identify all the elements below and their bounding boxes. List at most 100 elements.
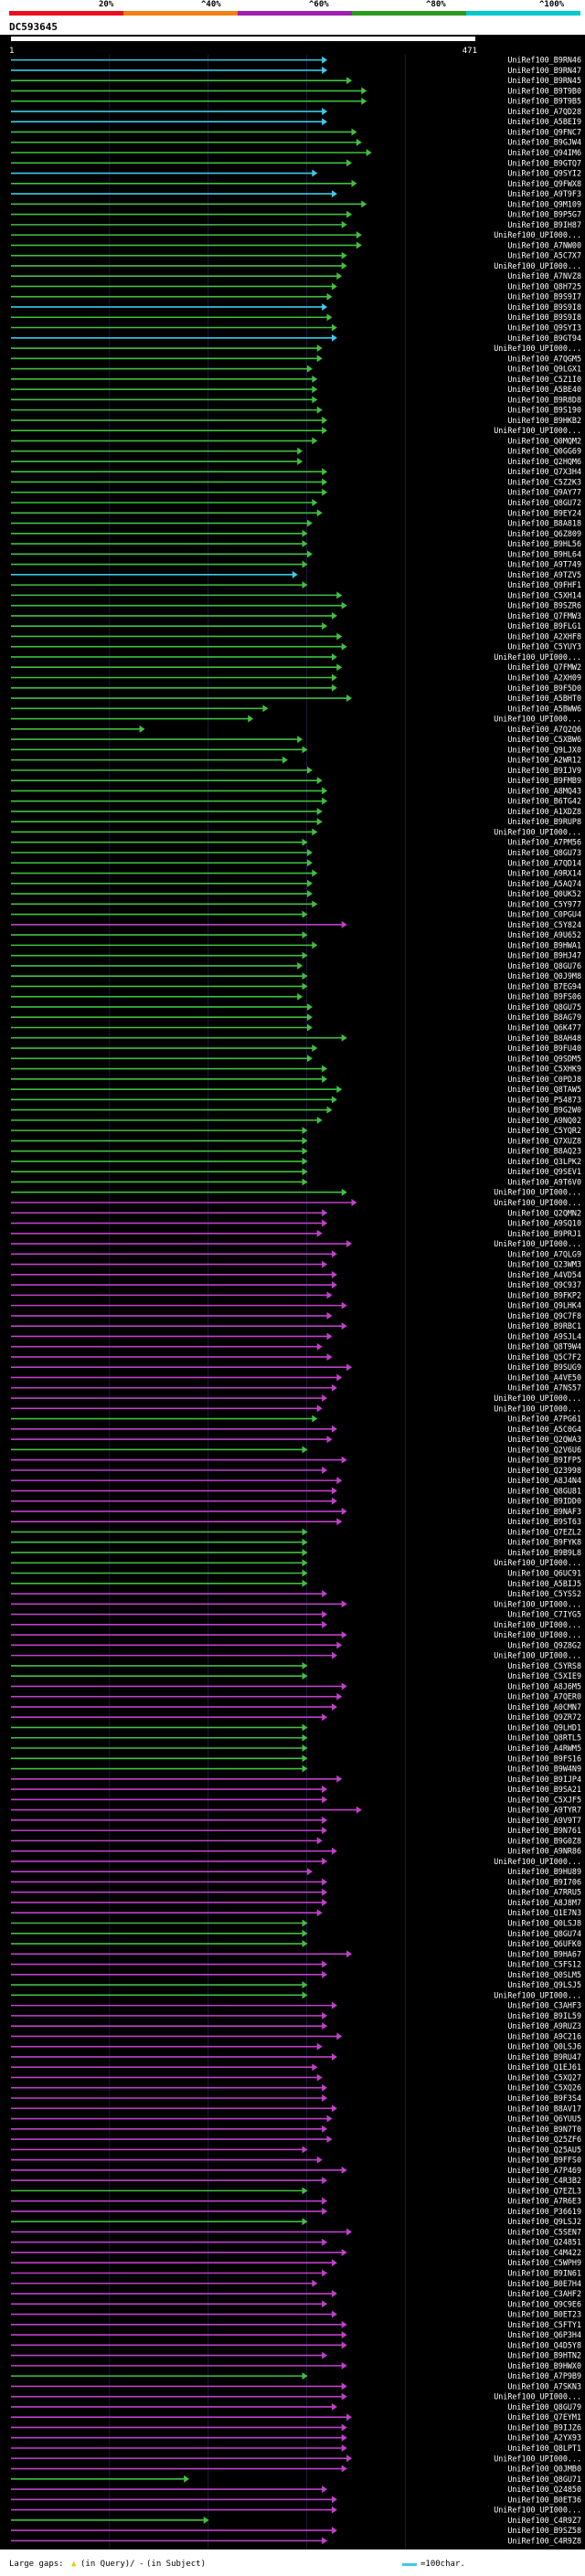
scale-legend-bar [402,2563,417,2566]
hit-arrow [341,1682,347,1691]
hit-label: UniRef100_A7PG61 [507,1415,581,1424]
hit-arrow [302,1991,308,1999]
hit-label: UniRef100_B9T9B0 [507,86,581,95]
hit-label: UniRef100_C5FTY1 [507,2320,581,2329]
hit-label: UniRef100_B9GJW4 [507,138,581,147]
hit-arrow [302,1168,308,1176]
hit-label: UniRef100_A5BHT0 [507,694,581,703]
hit-arrow [361,97,367,105]
hit-arrow [331,673,337,682]
hit-label: UniRef100_A9U652 [507,930,581,939]
hit-arrow [322,622,328,631]
hit-arrow [326,1352,333,1361]
hit-arrow [316,2042,323,2051]
hit-arrow [302,1929,308,1937]
hit-arrow [341,1188,347,1196]
hit-label: UniRef100_B9T9B5 [507,97,581,106]
hit-arrow [341,1034,347,1042]
hit-arrow [306,1055,313,1063]
hit-arrow [336,591,343,599]
hit-arrow [336,1477,343,1485]
hit-arrow [331,190,337,198]
hit-arrow [302,982,308,991]
hit-label: UniRef100_B9R8D8 [507,395,581,404]
query-start-label: 1 [9,47,14,56]
hit-arrow [322,1260,328,1268]
hit-label: UniRef100_Q0MQM2 [507,436,581,445]
footer-legend: Large gaps: ▲ (in Query)/ - (in Subject)… [0,2555,585,2576]
hit-arrow [297,992,303,1001]
hit-arrow [262,705,269,713]
hit-label: UniRef100_C5WPH9 [507,2258,581,2267]
hit-label: UniRef100_Q3LPK2 [507,1157,581,1166]
hit-arrow [346,1240,353,1248]
hit-label: UniRef100_C5Y824 [507,920,581,929]
hit-arrow [326,1106,333,1114]
hit-label: UniRef100_B8AG79 [507,1012,581,1022]
hit-label: UniRef100_B9F3S4 [507,2094,581,2103]
hit-label: UniRef100_Q8RTL5 [507,1733,581,1743]
hit-label: UniRef100_B9FU40 [507,1044,581,1053]
scale-label-20: 20% [99,0,114,9]
hit-arrow [322,416,328,424]
hit-arrow [306,1023,313,1032]
hit-arrow [306,365,313,373]
hit-label: UniRef100_C5XQ26 [507,2083,581,2093]
hit-arrow [302,560,308,568]
hit-arrow [302,529,308,537]
hit-label: UniRef100_Q8GU76 [507,961,581,970]
hit-label: UniRef100_B9N761 [507,1826,581,1835]
hit-label: UniRef100_A7QLG9 [507,1249,581,1258]
hit-label: UniRef100_C4R3B2 [507,2176,581,2185]
hit-arrow [302,1661,308,1670]
hit-label: UniRef100_B0E7H4 [507,2279,581,2288]
hit-label: UniRef100_A9NQ02 [507,1116,581,1125]
hit-label: UniRef100_C5FS12 [507,1960,581,1969]
hit-label: UniRef100_B9HU89 [507,1867,581,1876]
hit-label: UniRef100_Q2QMN2 [507,1208,581,1217]
hit-arrow [292,570,298,578]
alignment-svg: 1 471UniRef100_B9RN46UniRef100_B9RN47UniR… [9,37,581,2549]
hit-label: UniRef100_Q5C7F2 [507,1352,581,1362]
hit-arrow [322,488,328,496]
hit-label: UniRef100_Q23WM3 [507,1260,581,1269]
hit-label: UniRef100_B9GT94 [507,334,581,343]
hit-arrow [326,1332,333,1341]
hit-arrow [331,2310,337,2318]
hit-arrow [316,807,323,815]
hit-arrow [322,1590,328,1598]
hit-label: UniRef100_A7QD14 [507,858,581,867]
hit-label: UniRef100_Q2HQM6 [507,457,581,466]
hit-arrow [331,1497,337,1505]
hit-arrow [331,1702,337,1711]
hit-arrow [316,355,323,363]
hit-arrow [322,468,328,476]
hit-label: UniRef100_Q9C9E6 [507,2299,581,2308]
hit-arrow [322,1898,328,1906]
hit-arrow [336,632,343,641]
hit-label: UniRef100_Q8GU74 [507,1929,581,1938]
query-gap-icon: ▲ [71,2560,77,2569]
hit-arrow [341,2465,347,2473]
hit-label: UniRef100_Q9M109 [507,199,581,208]
hit-label: UniRef100_B9HKB2 [507,416,581,425]
hit-arrow [322,2300,328,2308]
hit-arrow [351,1198,357,1206]
hit-arrow [336,2032,343,2041]
hit-arrow [302,1733,308,1742]
hit-arrow [322,1219,328,1227]
hit-label: UniRef100_UPI000... [494,1620,581,1629]
hit-label: UniRef100_Q9C937 [507,1280,581,1289]
hit-label: UniRef100_B9NAF3 [507,1507,581,1516]
hit-label: UniRef100_Q8T9W4 [507,1342,581,1352]
hit-arrow [341,251,347,260]
hit-arrow [322,797,328,805]
hit-label: UniRef100_B9IJP4 [507,1775,581,1784]
hit-arrow [341,2392,347,2401]
hit-label: UniRef100_B9FLG1 [507,621,581,631]
hit-label: UniRef100_A5BIJ5 [507,1579,581,1588]
hit-arrow [346,2228,353,2236]
hit-arrow [302,1127,308,1135]
hit-arrow [316,1909,323,1917]
hit-label: UniRef100_B9B9L8 [507,1548,581,1557]
